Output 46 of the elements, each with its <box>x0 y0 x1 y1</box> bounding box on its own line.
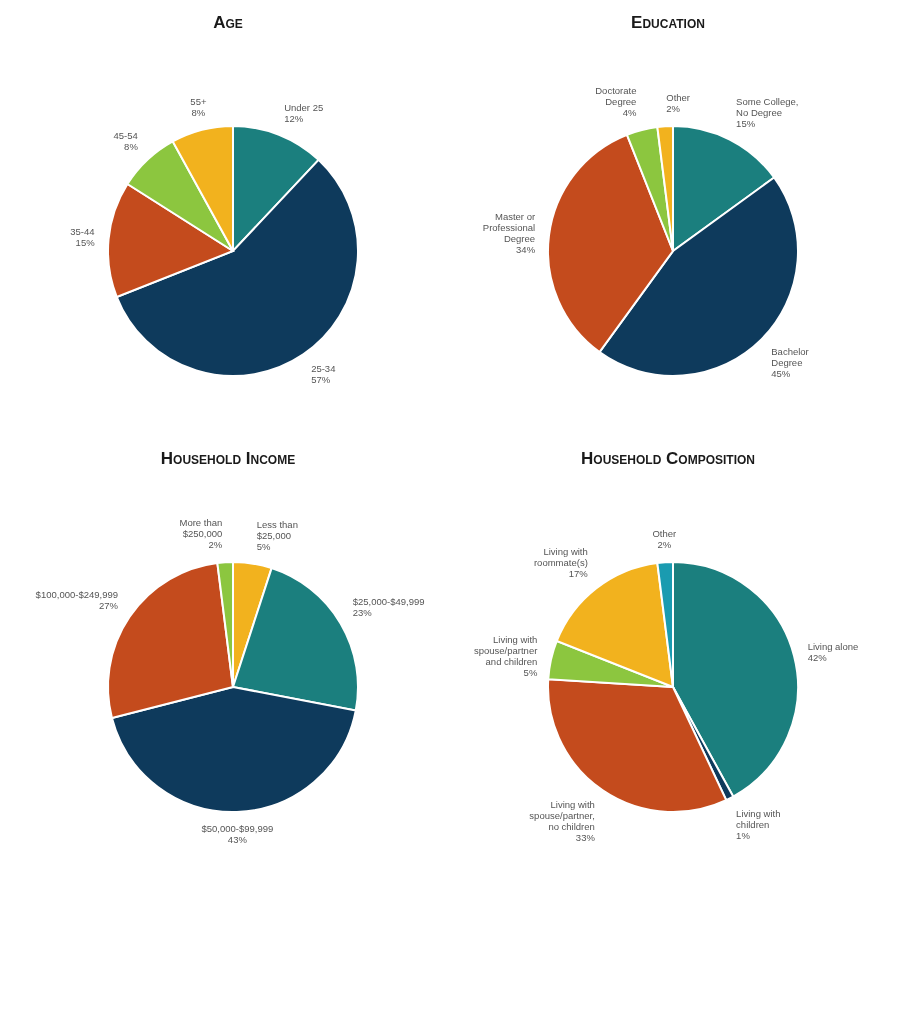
data-label: 17% <box>568 568 589 580</box>
chart-title: Age <box>212 12 244 34</box>
slice-label: Other <box>652 528 677 540</box>
data-label: 42% <box>807 651 828 663</box>
data-label: 1% <box>736 829 751 841</box>
slice-label: $25,000-$49,999 <box>352 596 425 608</box>
data-label: 2% <box>208 539 223 551</box>
slice-label: Some College, No Degree <box>736 96 799 119</box>
slice-label: 25-34 <box>311 362 336 374</box>
data-label: 33% <box>575 831 596 843</box>
chart-title: Household Composition <box>580 448 756 470</box>
data-label: 27% <box>99 599 119 611</box>
slice-label: Less than $25,000 <box>256 518 298 541</box>
data-label: 8% <box>191 107 206 119</box>
chart-title: Household Income <box>159 448 297 470</box>
data-label: 45% <box>771 368 791 380</box>
slice-label: $50,000-$99,999 <box>201 822 274 834</box>
slice-label: Bachelor Degree <box>771 346 809 369</box>
data-label: 2% <box>666 103 681 115</box>
data-label: 43% <box>227 833 248 845</box>
data-label: 5% <box>256 540 272 552</box>
slice-label: 55+ <box>190 96 207 108</box>
slice-label: Under 25 <box>284 101 324 113</box>
slice-label: Other <box>666 92 691 104</box>
slice-label: Living with roommate(s) <box>533 546 588 569</box>
data-label: 23% <box>352 607 373 619</box>
slice-label: Living with spouse/partner, no children <box>529 798 595 832</box>
data-label: 15% <box>736 118 756 130</box>
data-label: 15% <box>75 237 96 249</box>
data-label: 12% <box>284 112 304 124</box>
slice-label: 45-54 <box>113 129 138 141</box>
slice-label: Living with spouse/partner and children <box>473 634 538 668</box>
data-label: 57% <box>311 373 331 385</box>
slice-label: Doctorate Degree <box>595 85 637 108</box>
slice-label: More than $250,000 <box>179 517 223 540</box>
data-label: 34% <box>516 244 536 256</box>
data-label: 5% <box>523 667 538 679</box>
data-label: 8% <box>124 140 139 152</box>
chart-title: Education <box>630 12 706 34</box>
data-label: 4% <box>622 107 637 119</box>
slice-label: Master or Professional Degree <box>482 211 536 245</box>
slice-label: 35-44 <box>70 226 95 238</box>
data-label: 2% <box>657 539 672 551</box>
slice-label: Living with children <box>736 807 781 830</box>
slice-label: Living alone <box>807 640 859 652</box>
slice-label: $100,000-$249,999 <box>35 588 119 600</box>
